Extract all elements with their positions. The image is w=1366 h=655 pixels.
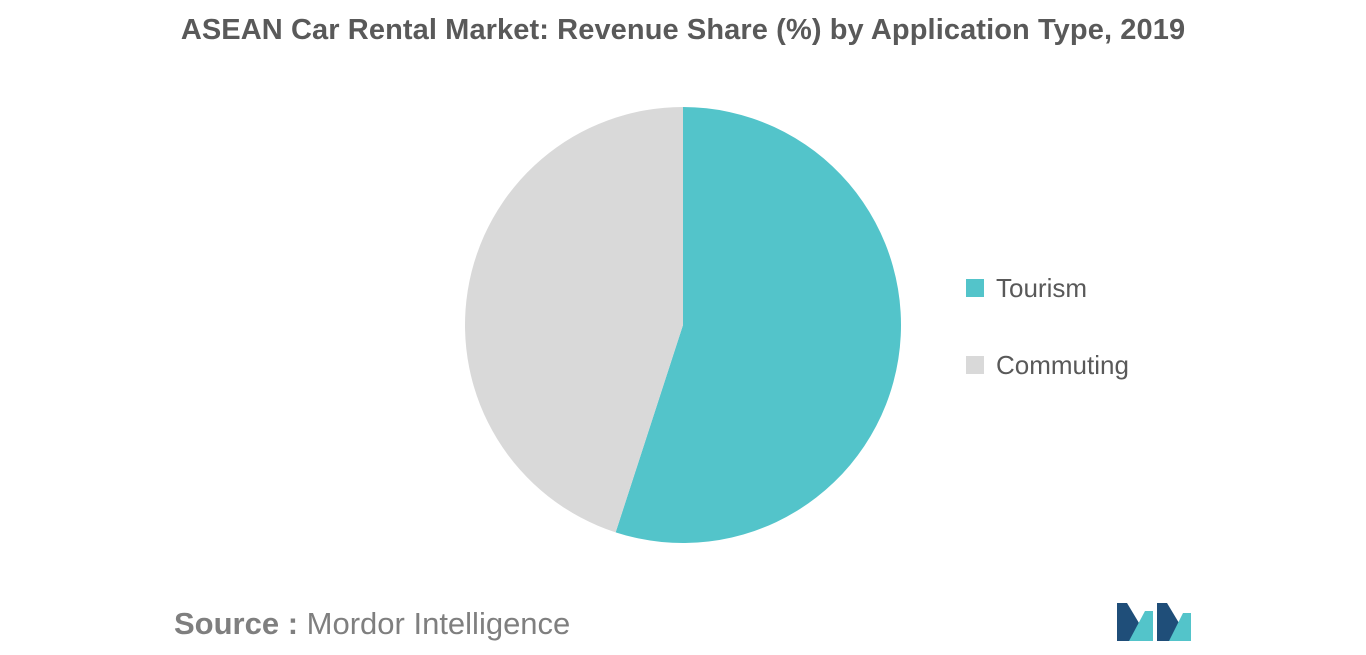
- pie-slice-commuting: [465, 107, 683, 533]
- logo-shape-4: [1169, 613, 1191, 641]
- chart-legend: Tourism Commuting: [966, 268, 1129, 422]
- legend-label-tourism: Tourism: [996, 272, 1088, 303]
- pie-slice-tourism: [615, 107, 902, 543]
- logo-shape-2: [1129, 611, 1153, 641]
- chart-title: ASEAN Car Rental Market: Revenue Share (…: [180, 14, 1186, 46]
- legend-swatch-tourism: [966, 279, 984, 297]
- source-note: Source : Mordor Intelligence: [174, 606, 570, 642]
- source-value: Mordor Intelligence: [306, 606, 571, 641]
- logo-shape-3: [1157, 603, 1179, 641]
- source-label: Source :: [174, 606, 299, 641]
- legend-item-tourism: Tourism: [966, 268, 1129, 308]
- mordor-intelligence-logo-icon: [1117, 603, 1191, 641]
- logo-shape-1: [1117, 603, 1139, 641]
- legend-label-commuting: Commuting: [996, 349, 1129, 380]
- legend-swatch-commuting: [966, 356, 984, 374]
- pie-slices: [465, 107, 902, 543]
- legend-item-commuting: Commuting: [966, 345, 1129, 385]
